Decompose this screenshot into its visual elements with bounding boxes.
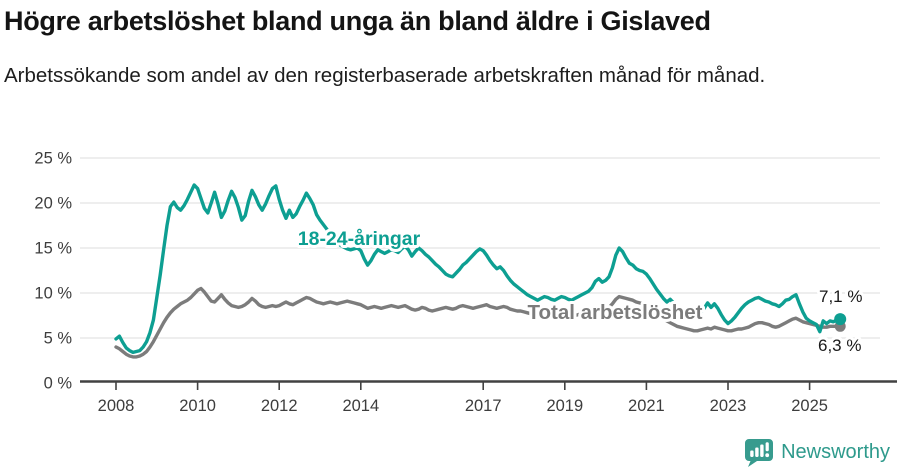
- brand-name: Newsworthy: [781, 441, 890, 463]
- end-value-label-youth: 7,1 %: [819, 287, 862, 306]
- series-line-total: [114, 286, 842, 359]
- x-axis-tick-label: 2017: [465, 397, 502, 415]
- x-axis-tick-label: 2021: [628, 397, 665, 415]
- x-axis-tick-label: 2023: [710, 397, 747, 415]
- y-axis-tick-label: 5 %: [44, 330, 73, 348]
- brand-footer: Newsworthy: [744, 437, 890, 468]
- series-end-dot-youth: [834, 313, 847, 326]
- x-axis-tick-label: 2019: [546, 397, 583, 415]
- y-axis-tick-label: 20 %: [34, 195, 72, 213]
- end-value-label-total: 6,3 %: [818, 336, 861, 355]
- x-axis-tick-label: 2025: [791, 397, 828, 415]
- chart-subtitle: Arbetssökande som andel av den registerb…: [4, 64, 766, 87]
- series-label-youth: 18-24-åringar: [298, 227, 421, 250]
- y-axis-tick-label: 10 %: [34, 285, 72, 303]
- y-axis-tick-label: 0 %: [44, 375, 73, 393]
- series-label-total: Total arbetslöshet: [527, 301, 702, 324]
- bar-chart-speech-bubble-icon: [745, 439, 774, 467]
- chart-title: Högre arbetslöshet bland unga än bland ä…: [4, 6, 711, 36]
- series-line-youth: [114, 183, 842, 355]
- x-axis-tick-label: 2012: [261, 397, 298, 415]
- x-axis-tick-label: 2008: [98, 397, 135, 415]
- x-axis-tick-label: 2014: [342, 397, 379, 415]
- y-axis-tick-label: 15 %: [34, 240, 72, 258]
- y-axis-tick-label: 25 %: [34, 150, 72, 168]
- x-axis-tick-label: 2010: [179, 397, 216, 415]
